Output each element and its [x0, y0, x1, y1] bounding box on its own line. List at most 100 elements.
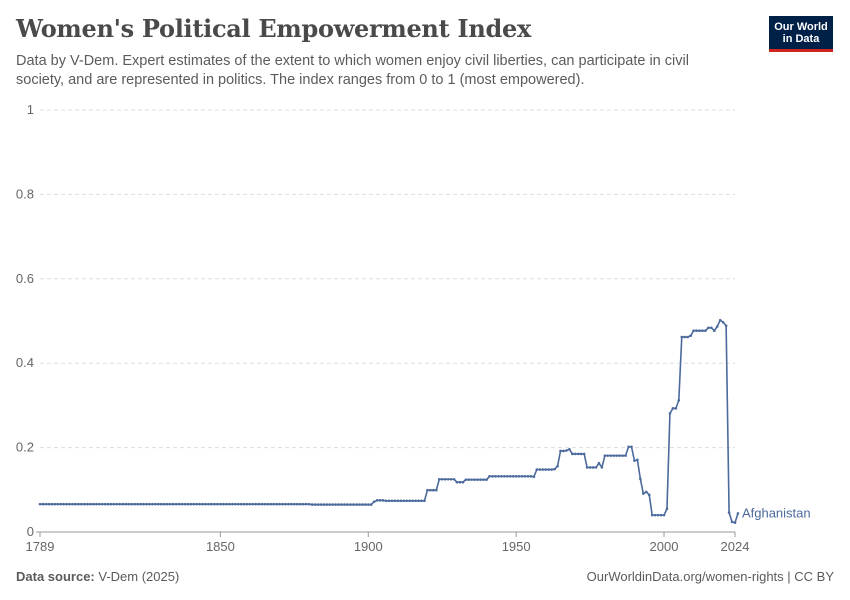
data-point[interactable] [263, 502, 267, 506]
data-point[interactable] [653, 513, 657, 517]
data-point[interactable] [671, 407, 675, 410]
data-point[interactable] [44, 502, 48, 506]
data-point[interactable] [86, 502, 89, 506]
data-point[interactable] [497, 475, 500, 478]
data-point[interactable] [298, 502, 302, 506]
data-point[interactable] [668, 412, 672, 415]
data-point[interactable] [600, 466, 604, 469]
data-point[interactable] [659, 513, 663, 517]
data-point[interactable] [556, 464, 559, 468]
data-point[interactable] [701, 329, 704, 333]
data-point[interactable] [449, 477, 453, 481]
data-point[interactable] [443, 477, 447, 481]
data-point[interactable] [227, 502, 231, 506]
data-point[interactable] [470, 478, 474, 481]
data-point[interactable] [698, 329, 701, 333]
data-point[interactable] [74, 502, 77, 506]
data-point[interactable] [177, 502, 181, 506]
data-point[interactable] [574, 452, 577, 456]
data-point[interactable] [233, 502, 237, 506]
data-point[interactable] [423, 499, 426, 503]
data-point[interactable] [500, 475, 503, 478]
data-point[interactable] [411, 499, 414, 503]
data-point[interactable] [136, 502, 139, 506]
data-point[interactable] [396, 499, 400, 503]
data-point[interactable] [103, 502, 107, 506]
data-point[interactable] [541, 468, 545, 471]
data-point[interactable] [186, 502, 190, 506]
data-point[interactable] [100, 502, 104, 506]
data-point[interactable] [630, 445, 633, 449]
data-point[interactable] [517, 475, 521, 478]
data-point[interactable] [80, 502, 83, 506]
data-point[interactable] [189, 502, 193, 506]
data-point[interactable] [56, 502, 60, 506]
data-point[interactable] [707, 326, 710, 330]
data-point[interactable] [686, 335, 689, 339]
data-point[interactable] [464, 478, 468, 481]
data-point[interactable] [304, 502, 308, 506]
data-point[interactable] [251, 502, 255, 506]
data-point[interactable] [594, 466, 598, 469]
data-point[interactable] [579, 452, 583, 456]
data-point[interactable] [278, 502, 281, 506]
data-point[interactable] [225, 502, 228, 506]
data-point[interactable] [118, 502, 122, 506]
data-point[interactable] [488, 475, 491, 478]
data-point[interactable] [334, 503, 338, 506]
data-point[interactable] [724, 324, 728, 327]
data-point[interactable] [479, 478, 482, 481]
data-point[interactable] [77, 502, 80, 506]
data-point[interactable] [168, 502, 172, 506]
data-point[interactable] [467, 478, 471, 481]
data-point[interactable] [313, 503, 317, 506]
data-point[interactable] [307, 502, 311, 506]
data-point[interactable] [455, 480, 459, 484]
data-point[interactable] [639, 477, 642, 481]
data-point[interactable] [97, 502, 101, 506]
data-point[interactable] [130, 502, 133, 506]
data-point[interactable] [642, 492, 645, 495]
data-point[interactable] [399, 499, 403, 503]
data-point[interactable] [325, 503, 329, 506]
data-point[interactable] [245, 502, 249, 506]
data-point[interactable] [730, 520, 734, 524]
data-point[interactable] [621, 454, 624, 457]
data-point[interactable] [695, 329, 698, 333]
data-point[interactable] [239, 502, 243, 506]
data-point[interactable] [733, 521, 737, 525]
data-point[interactable] [59, 502, 62, 506]
data-point[interactable] [296, 502, 299, 506]
data-point[interactable] [597, 461, 601, 465]
data-point[interactable] [609, 454, 613, 457]
data-point[interactable] [207, 502, 210, 506]
data-point[interactable] [139, 502, 142, 506]
data-point[interactable] [636, 458, 639, 462]
data-point[interactable] [674, 407, 678, 410]
data-point[interactable] [568, 447, 571, 451]
data-point[interactable] [162, 502, 166, 506]
data-point[interactable] [230, 502, 234, 506]
data-point[interactable] [440, 477, 444, 481]
data-point[interactable] [322, 503, 326, 506]
data-point[interactable] [346, 503, 349, 506]
data-point[interactable] [644, 490, 648, 494]
data-point[interactable] [213, 502, 216, 506]
data-point[interactable] [446, 477, 450, 481]
data-point[interactable] [381, 499, 385, 502]
data-point[interactable] [387, 499, 391, 503]
data-point[interactable] [576, 452, 580, 456]
data-point[interactable] [361, 503, 364, 506]
data-point[interactable] [124, 502, 128, 506]
data-point[interactable] [606, 454, 610, 457]
data-point[interactable] [538, 468, 542, 471]
data-point[interactable] [328, 503, 332, 506]
data-point[interactable] [112, 502, 116, 506]
data-point[interactable] [721, 320, 725, 324]
data-point[interactable] [677, 399, 681, 402]
data-point[interactable] [437, 477, 441, 481]
data-point[interactable] [352, 503, 355, 506]
data-point[interactable] [287, 502, 290, 506]
data-point[interactable] [458, 480, 462, 484]
data-point[interactable] [544, 468, 548, 471]
